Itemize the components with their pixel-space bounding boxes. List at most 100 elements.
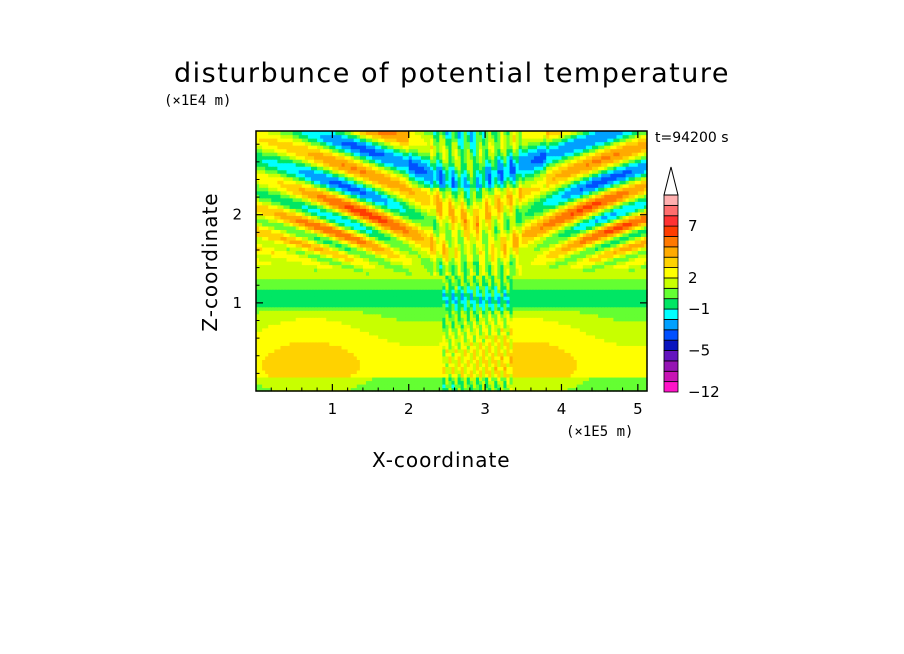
heatmap-cell <box>393 334 398 339</box>
heatmap-cell <box>365 285 370 290</box>
heatmap-cell <box>280 275 285 280</box>
heatmap-cell <box>463 380 468 385</box>
heatmap-cell <box>460 320 465 325</box>
heatmap-cell <box>369 278 373 283</box>
heatmap-cell <box>280 285 285 290</box>
heatmap-cell <box>478 261 483 266</box>
heatmap-cell <box>619 348 624 353</box>
heatmap-cell <box>588 324 593 329</box>
heatmap-cell <box>387 345 391 350</box>
heatmap-cell <box>417 366 422 371</box>
heatmap-cell <box>598 313 602 318</box>
heatmap-cell <box>280 299 285 304</box>
heatmap-cell <box>442 282 446 287</box>
heatmap-cell <box>634 331 639 336</box>
heatmap-cell <box>561 380 566 385</box>
heatmap-cell <box>262 292 266 297</box>
heatmap-cell <box>295 296 300 301</box>
heatmap-cell <box>579 373 584 378</box>
heatmap-cell <box>537 320 541 325</box>
heatmap-cell <box>356 275 361 280</box>
heatmap-cell <box>384 345 388 350</box>
heatmap-cell <box>607 289 611 294</box>
heatmap-cell <box>323 334 327 339</box>
heatmap-cell <box>549 285 553 290</box>
heatmap-cell <box>317 271 321 276</box>
heatmap-cell <box>372 313 376 318</box>
heatmap-cell <box>640 310 645 315</box>
heatmap-cell <box>463 348 468 353</box>
heatmap-cell <box>543 362 547 367</box>
heatmap-cell <box>292 306 297 311</box>
heatmap-cell <box>439 303 443 308</box>
heatmap-cell <box>430 345 434 350</box>
heatmap-cell <box>482 373 486 378</box>
heatmap-cell <box>298 296 303 301</box>
heatmap-cell <box>512 271 517 276</box>
heatmap-cell <box>408 355 413 360</box>
heatmap-cell <box>552 292 556 297</box>
heatmap-cell <box>292 261 297 266</box>
heatmap-cell <box>543 317 547 322</box>
heatmap-cell <box>448 285 453 290</box>
heatmap-cell <box>482 359 486 364</box>
heatmap-cell <box>295 268 300 273</box>
heatmap-cell <box>298 257 303 262</box>
heatmap-cell <box>454 257 459 262</box>
heatmap-cell <box>509 331 514 336</box>
heatmap-cell <box>631 331 636 336</box>
heatmap-cell <box>601 310 605 315</box>
heatmap-cell <box>384 355 388 360</box>
heatmap-cell <box>268 268 272 273</box>
heatmap-cell <box>573 380 578 385</box>
heatmap-cell <box>375 278 379 283</box>
heatmap-cell <box>488 369 492 375</box>
heatmap-cell <box>335 296 340 301</box>
heatmap-cell <box>427 289 431 294</box>
heatmap-cell <box>292 324 297 329</box>
heatmap-cell <box>588 310 593 315</box>
heatmap-cell <box>381 268 385 273</box>
heatmap-cell <box>344 278 349 283</box>
heatmap-cell <box>509 334 514 339</box>
heatmap-cell <box>384 268 388 273</box>
heatmap-cell <box>265 373 269 378</box>
heatmap-cell <box>604 264 608 269</box>
heatmap-cell <box>555 296 560 301</box>
heatmap-cell <box>533 306 538 311</box>
heatmap-cell <box>497 313 501 318</box>
heatmap-cell <box>451 310 456 315</box>
heatmap-cell <box>304 366 309 371</box>
heatmap-cell <box>430 303 434 308</box>
heatmap-cell <box>576 327 581 332</box>
heatmap-cell <box>289 376 294 382</box>
heatmap-cell <box>283 334 288 339</box>
heatmap-cell <box>643 317 648 322</box>
heatmap-cell <box>546 348 550 353</box>
heatmap-cell <box>509 362 514 367</box>
heatmap-cell <box>439 352 443 357</box>
heatmap-cell <box>304 257 309 262</box>
heatmap-cell <box>350 338 355 343</box>
heatmap-cell <box>399 253 404 259</box>
heatmap-cell <box>472 261 477 266</box>
heatmap-cell <box>515 275 520 280</box>
heatmap-cell <box>359 268 364 273</box>
heatmap-cell <box>543 271 547 276</box>
heatmap-cell <box>588 306 593 311</box>
heatmap-cell <box>585 261 590 266</box>
heatmap-cell <box>601 373 605 378</box>
heatmap-cell <box>643 362 648 367</box>
heatmap-cell <box>515 331 520 336</box>
heatmap-cell <box>564 310 569 315</box>
heatmap-cell <box>625 376 630 382</box>
heatmap-cell <box>433 261 437 266</box>
heatmap-cell <box>576 257 581 262</box>
heatmap-cell <box>381 383 385 389</box>
heatmap-cell <box>378 278 382 283</box>
heatmap-cell <box>616 355 621 360</box>
heatmap-cell <box>512 352 517 357</box>
heatmap-cell <box>616 320 621 325</box>
heatmap-cell <box>631 253 636 259</box>
heatmap-cell <box>570 296 575 301</box>
